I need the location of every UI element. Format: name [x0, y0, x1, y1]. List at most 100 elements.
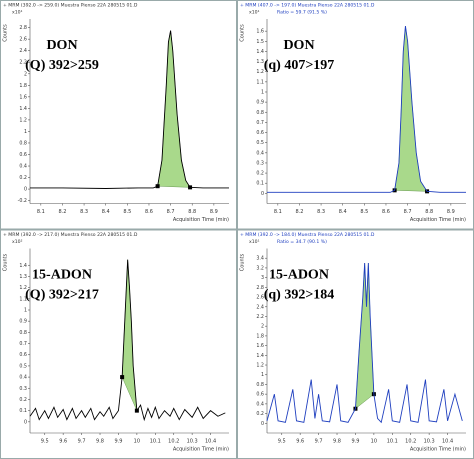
- y-tick-label: 2.6: [256, 295, 264, 301]
- x-tick-label: 10.4: [442, 439, 453, 445]
- compound-label: (Q) 392>217: [25, 288, 99, 303]
- compound-label: DON: [46, 38, 77, 53]
- y-tick-label: 0.8: [19, 330, 27, 336]
- y-tick-label: 0.6: [19, 152, 27, 158]
- x-axis-label: Acquisition Time (min): [173, 447, 229, 453]
- x-tick-label: 8.6: [382, 209, 390, 215]
- y-tick-label: 1: [261, 372, 264, 378]
- y-tick-label: 1: [261, 89, 264, 95]
- y-tick-label: 0.2: [256, 411, 264, 417]
- panel-frame: [237, 229, 474, 459]
- x-tick-label: 8.9: [447, 209, 455, 215]
- x-tick-label: 8.8: [188, 209, 196, 215]
- compound-label: 15-ADON: [269, 268, 329, 283]
- chromatogram-line: [29, 259, 226, 422]
- y-tick-label: 1.2: [19, 285, 27, 291]
- x-tick-label: 9.9: [114, 439, 122, 445]
- y-tick-label: 1.4: [19, 106, 27, 112]
- x-tick-label: 8.4: [339, 209, 347, 215]
- panel-subtitle: Ratio = 59.7 (91.5 %): [277, 10, 327, 16]
- panel-title: + MRM (392.0 -> 217.0) Muestra Pienso 22…: [3, 232, 138, 238]
- panel-title: + MRM (407.0 -> 197.0) Muestra Pienso 22…: [240, 3, 375, 9]
- compound-label: (Q) 392>259: [25, 58, 99, 73]
- x-tick-label: 9.5: [278, 439, 286, 445]
- x-tick-label: 9.9: [351, 439, 359, 445]
- x-tick-label: 9.8: [96, 439, 104, 445]
- y-tick-label: 0.6: [256, 392, 264, 398]
- y-tick-label: 0: [261, 191, 264, 197]
- chromatogram-line: [266, 263, 463, 424]
- y-tick-label: 0.9: [19, 319, 27, 325]
- x-tick-label: 8.3: [317, 209, 325, 215]
- y-tick-label: 0.8: [19, 140, 27, 146]
- compound-label: 15-ADON: [32, 268, 92, 283]
- x-tick-label: 10.2: [168, 439, 179, 445]
- y-tick-label: 2: [24, 71, 27, 77]
- y-tick-label: 0.5: [256, 140, 264, 146]
- y-multiplier: x10¹: [12, 10, 23, 16]
- y-tick-label: 0.1: [256, 181, 264, 187]
- y-tick-label: 0.4: [256, 401, 264, 407]
- y-tick-label: 0: [24, 187, 27, 193]
- y-multiplier: x10²: [12, 239, 23, 245]
- y-tick-label: 0.9: [256, 100, 264, 106]
- x-tick-label: 9.7: [315, 439, 323, 445]
- x-tick-label: 8.8: [425, 209, 433, 215]
- x-tick-label: 9.6: [59, 439, 67, 445]
- y-tick-label: 0.3: [19, 386, 27, 392]
- y-tick-label: 1: [24, 308, 27, 314]
- x-tick-label: 8.5: [123, 209, 131, 215]
- y-tick-label: 2.8: [19, 25, 27, 31]
- x-tick-label: 10.3: [187, 439, 198, 445]
- y-tick-label: 2.8: [256, 285, 264, 291]
- x-tick-label: 10.1: [387, 439, 398, 445]
- y-tick-label: 1.3: [19, 274, 27, 280]
- y-tick-label: 0.3: [256, 160, 264, 166]
- chromatogram-line: [267, 26, 466, 193]
- y-tick-label: 1.1: [19, 296, 27, 302]
- y-tick-label: 0.6: [19, 352, 27, 358]
- x-tick-label: 10.1: [150, 439, 161, 445]
- y-tick-label: 1.2: [256, 363, 264, 369]
- y-tick-label: 1.2: [256, 69, 264, 75]
- y-tick-label: 3.2: [256, 265, 264, 271]
- y-axis-label: Counts: [240, 24, 246, 42]
- x-tick-label: 8.1: [37, 209, 45, 215]
- x-tick-label: 8.7: [167, 209, 175, 215]
- compound-label: (q) 392>184: [264, 288, 335, 303]
- x-tick-label: 10.4: [205, 439, 216, 445]
- y-tick-label: 0.4: [256, 150, 264, 156]
- y-tick-label: 1.5: [256, 39, 264, 45]
- y-tick-label: 0.1: [19, 408, 27, 414]
- chart-panel: + MRM (407.0 -> 197.0) Muestra Pienso 22…: [237, 0, 474, 230]
- y-tick-label: 1.8: [256, 333, 264, 339]
- compound-label: (q) 407>197: [264, 58, 335, 73]
- y-tick-label: 0.2: [19, 175, 27, 181]
- y-tick-label: 0.2: [19, 397, 27, 403]
- x-tick-label: 9.8: [333, 439, 341, 445]
- x-tick-label: 8.2: [58, 209, 66, 215]
- y-tick-label: 0: [24, 419, 27, 425]
- panel-title: + MRM (392.0 -> 259.0) Muestra Pienso 22…: [3, 3, 138, 9]
- y-tick-label: -0.2: [18, 198, 27, 204]
- x-tick-label: 8.7: [404, 209, 412, 215]
- x-tick-label: 8.4: [102, 209, 110, 215]
- x-axis-label: Acquisition Time (min): [410, 447, 466, 453]
- y-tick-label: 2.2: [19, 60, 27, 66]
- y-tick-label: 0.5: [19, 363, 27, 369]
- y-tick-label: 1.6: [19, 94, 27, 100]
- y-multiplier: x10¹: [249, 10, 260, 16]
- y-tick-label: 0.8: [256, 110, 264, 116]
- y-tick-label: 2.4: [256, 304, 264, 310]
- compound-label: DON: [283, 38, 314, 53]
- y-tick-label: 0.2: [256, 171, 264, 177]
- y-tick-label: 3: [261, 275, 264, 281]
- y-tick-label: 2.4: [19, 48, 27, 54]
- chart-panel: + MRM (392.0 -> 184.0) Muestra Pienso 22…: [237, 229, 474, 459]
- chromatogram-line: [30, 30, 229, 189]
- x-tick-label: 9.5: [41, 439, 49, 445]
- x-tick-label: 10: [134, 439, 140, 445]
- x-tick-label: 8.3: [80, 209, 88, 215]
- y-tick-label: 2.2: [256, 314, 264, 320]
